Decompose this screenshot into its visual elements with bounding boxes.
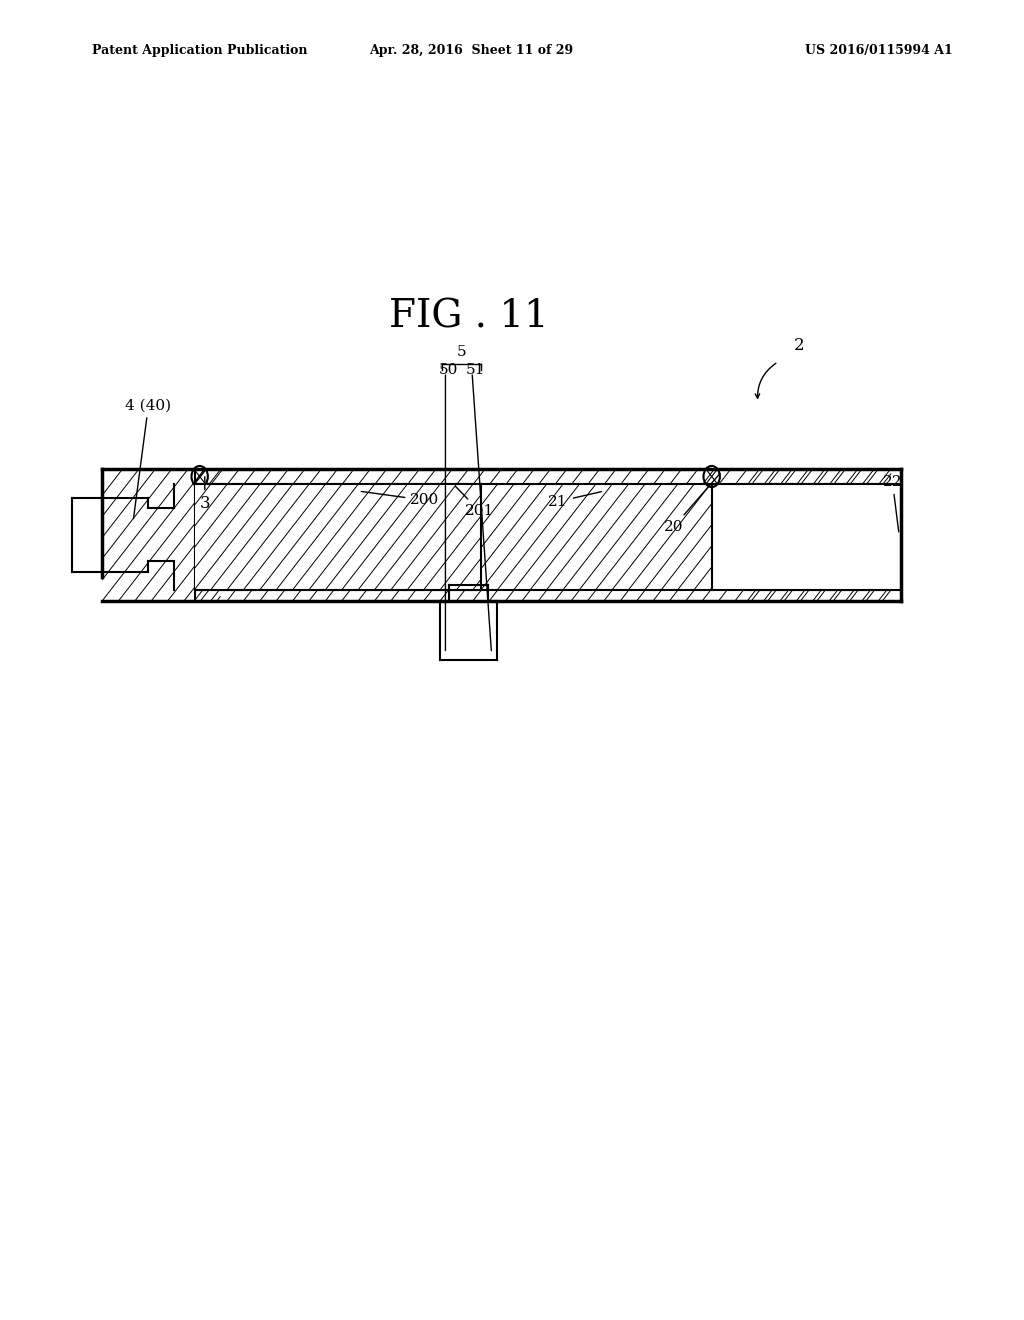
Text: US 2016/0115994 A1: US 2016/0115994 A1: [805, 44, 952, 57]
Text: 51: 51: [466, 363, 484, 376]
Text: FIG . 11: FIG . 11: [389, 298, 549, 335]
Text: 200: 200: [361, 491, 439, 507]
Text: Apr. 28, 2016  Sheet 11 of 29: Apr. 28, 2016 Sheet 11 of 29: [369, 44, 573, 57]
Text: 2: 2: [794, 337, 804, 354]
Text: 21: 21: [548, 491, 601, 508]
Text: 20: 20: [664, 474, 720, 533]
Text: 4 (40): 4 (40): [125, 399, 172, 519]
Text: 201: 201: [456, 487, 494, 517]
FancyBboxPatch shape: [748, 484, 891, 590]
Text: 22: 22: [883, 475, 902, 532]
Text: 5: 5: [457, 346, 467, 359]
Text: Patent Application Publication: Patent Application Publication: [92, 44, 307, 57]
FancyBboxPatch shape: [195, 484, 481, 590]
FancyArrowPatch shape: [756, 363, 776, 399]
Text: 3: 3: [200, 477, 210, 512]
Text: 50: 50: [439, 363, 458, 376]
